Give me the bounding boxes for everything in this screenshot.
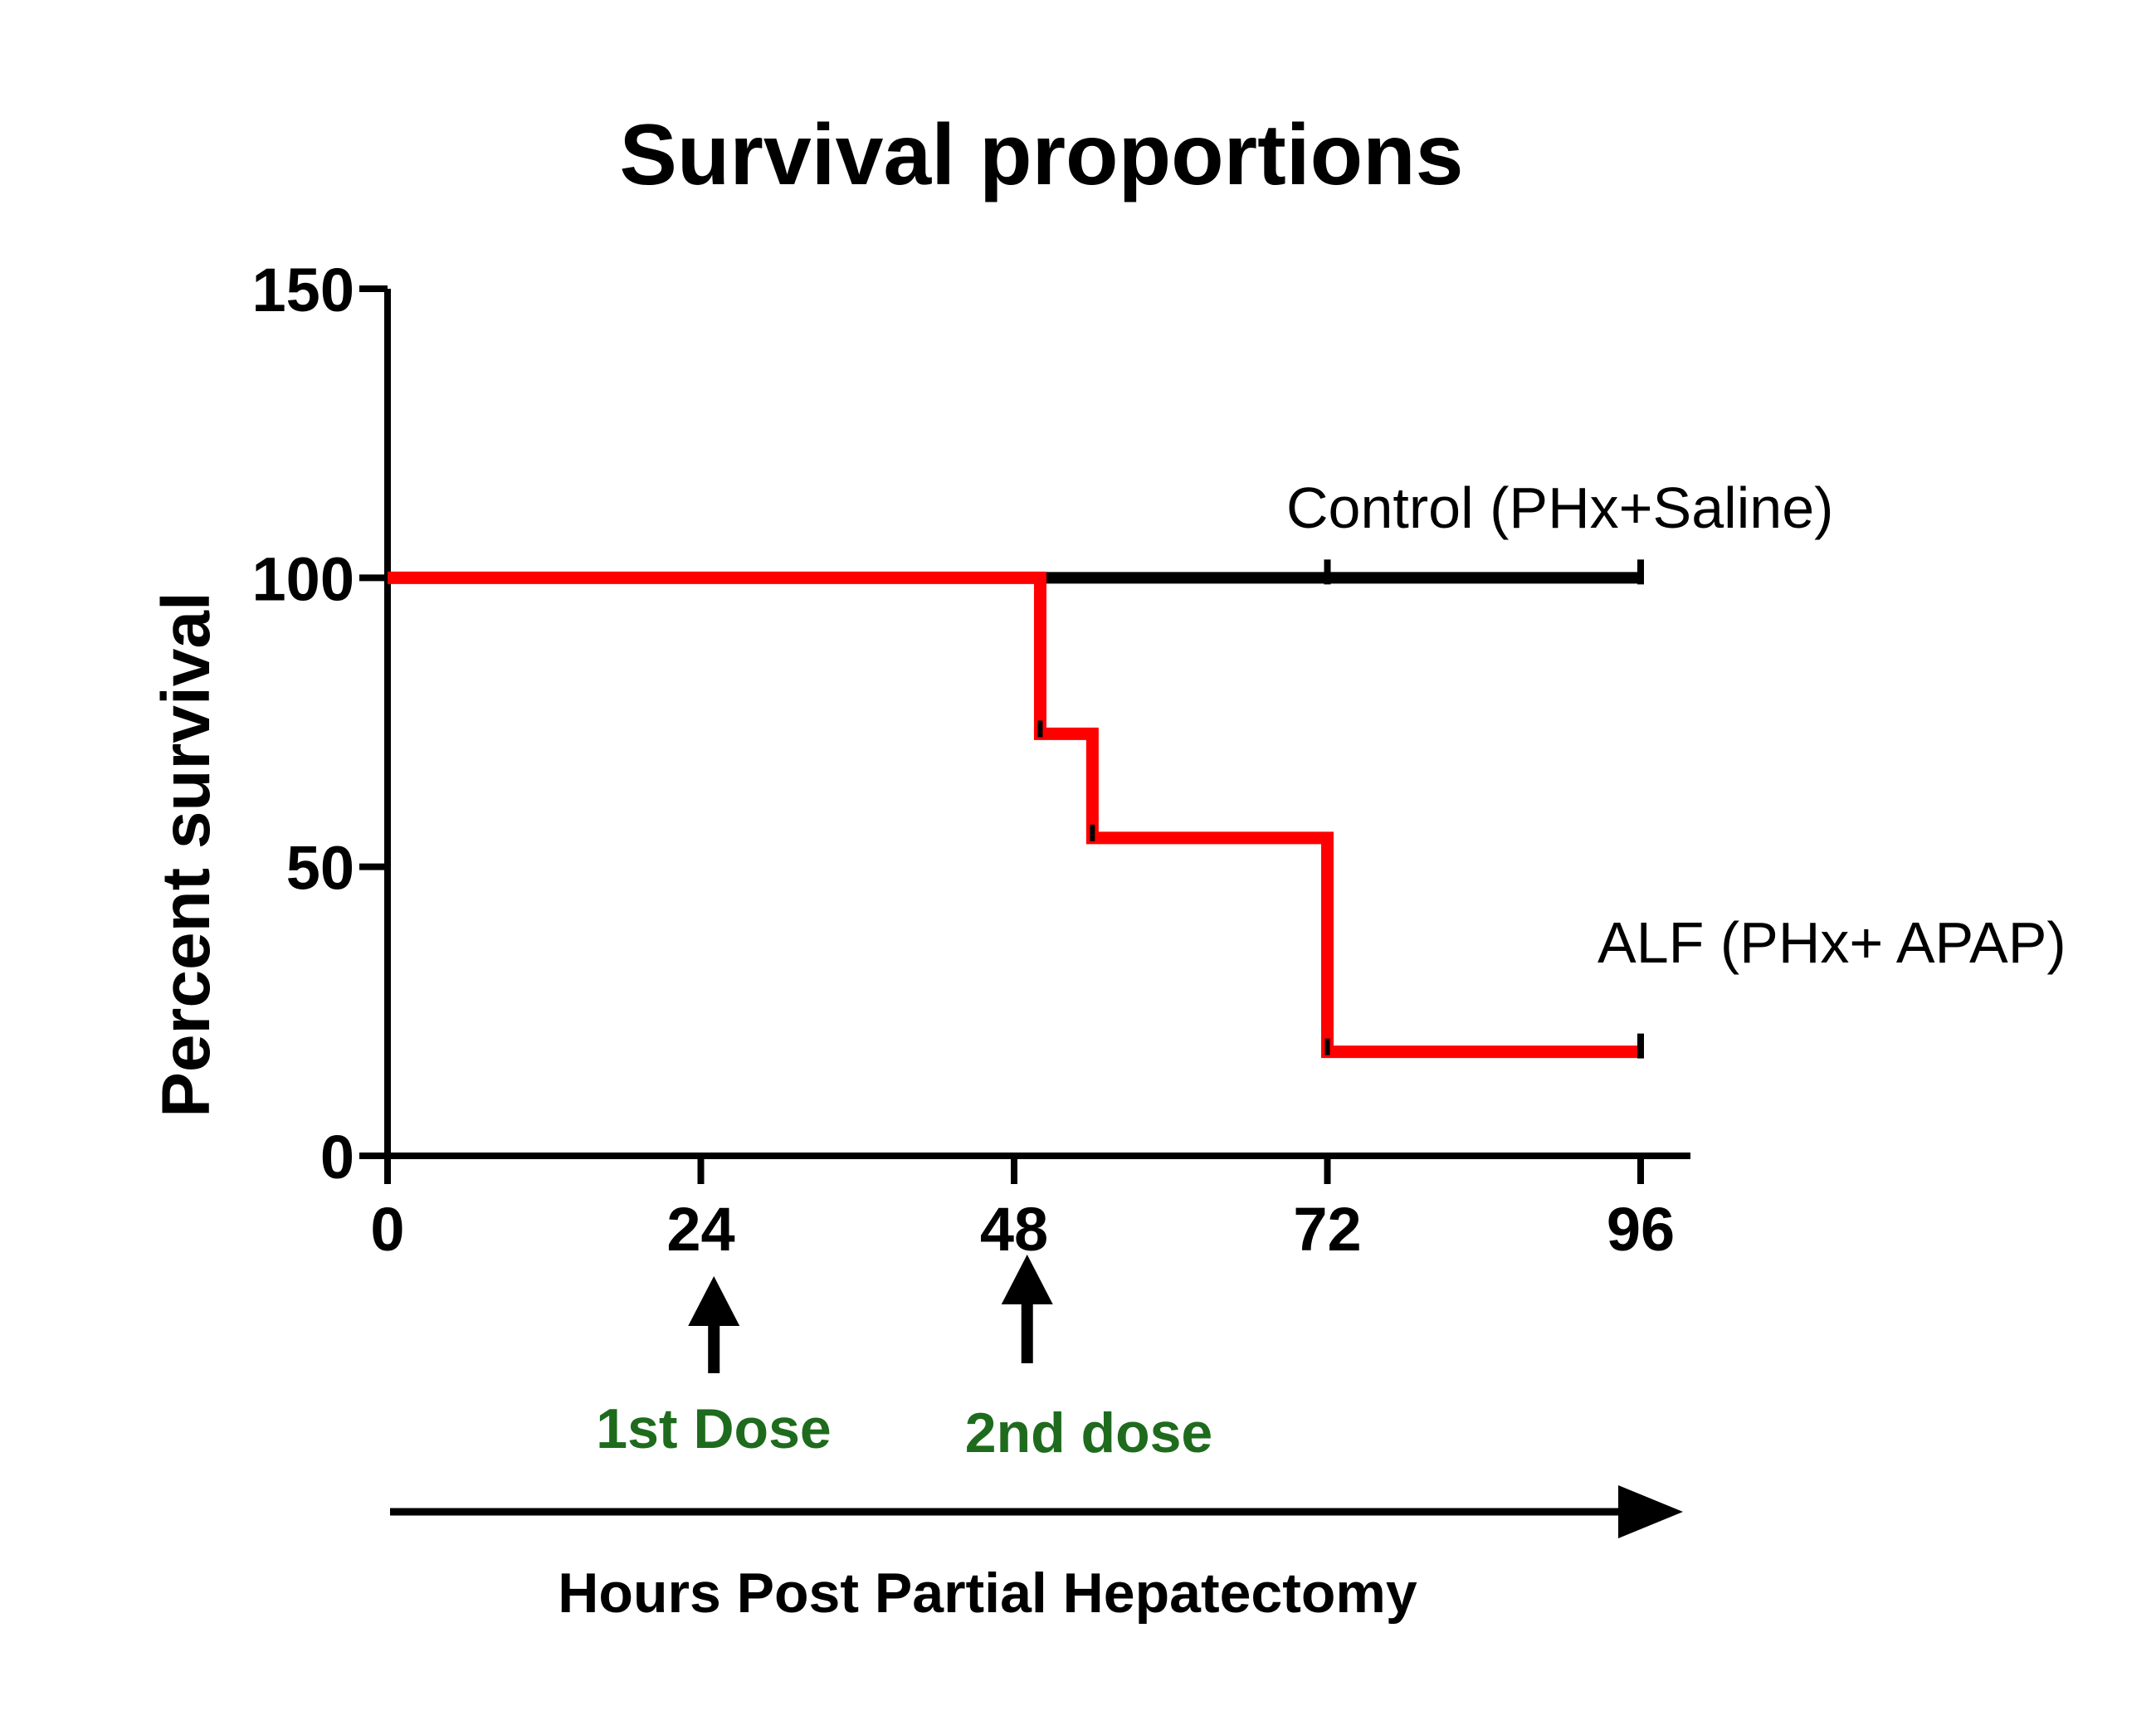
y-tick-label: 100: [252, 544, 354, 613]
legend-group: Control (PHx+Saline) ALF (PHx+ APAP): [1286, 475, 2066, 975]
time-arrow: [390, 1485, 1683, 1538]
x-tick-label: 24: [666, 1195, 734, 1264]
time-arrow-head: [1618, 1485, 1683, 1538]
dose-label: 2nd dose: [965, 1401, 1213, 1465]
dose-annotations: 1st Dose 2nd dose: [596, 1255, 1212, 1465]
legend-alf-label: ALF (PHx+ APAP): [1597, 910, 2066, 975]
series-group: [388, 559, 1644, 1059]
x-tick-label: 48: [980, 1195, 1048, 1264]
y-tick-label: 150: [252, 256, 354, 324]
dose-arrow-head: [1001, 1255, 1053, 1304]
x-tick-label: 72: [1293, 1195, 1361, 1264]
y-tick-label: 0: [320, 1123, 354, 1192]
dose-arrow-head: [688, 1276, 740, 1326]
dose-label: 1st Dose: [596, 1397, 831, 1460]
legend-control-label: Control (PHx+Saline): [1286, 475, 1833, 540]
x-axis-label: Hours Post Partial Hepatectomy: [558, 1562, 1417, 1625]
y-tick-label: 50: [286, 834, 354, 903]
axes: 0 50 100 150 0 24 48 72 96: [252, 256, 1690, 1264]
x-tick-label: 96: [1607, 1195, 1675, 1264]
x-tick-label: 0: [370, 1195, 404, 1264]
chart-title: Survival proportions: [619, 107, 1463, 203]
series-line-alf: [388, 571, 1641, 1059]
y-axis-label: Percent survival: [149, 592, 224, 1118]
